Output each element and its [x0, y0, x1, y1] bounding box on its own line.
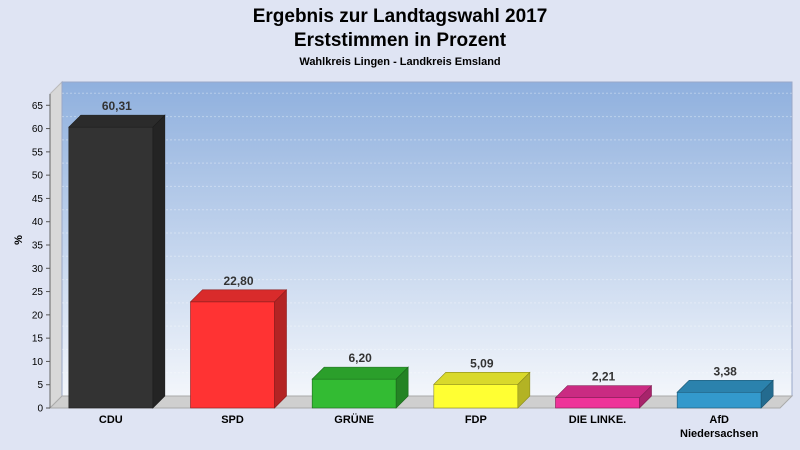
- bar-front: [433, 383, 519, 409]
- y-tick-label: 55: [32, 147, 44, 158]
- bar-side: [152, 114, 166, 409]
- plot-area: [48, 80, 794, 410]
- category-label: FDP: [465, 414, 487, 426]
- y-tick-label: 15: [32, 334, 44, 345]
- y-tick-label: 25: [32, 287, 44, 298]
- bar-front: [555, 397, 640, 409]
- y-tick-label: 35: [32, 241, 44, 252]
- bar-2: [189, 289, 288, 409]
- category-label: DIE LINKE.: [569, 414, 626, 426]
- category-label: Niedersachsen: [680, 428, 759, 440]
- bar-4: [433, 371, 531, 409]
- y-tick-label: 60: [32, 124, 44, 135]
- chart-title: Ergebnis zur Landtagswahl 2017: [253, 6, 548, 27]
- y-tick-label: 45: [32, 194, 44, 205]
- bar-side: [274, 289, 287, 409]
- bar-1: [68, 114, 166, 409]
- bar-front: [311, 378, 397, 409]
- category-label: CDU: [99, 414, 123, 426]
- data-label: 2,21: [592, 370, 616, 384]
- bar-top: [554, 385, 653, 399]
- data-label: 22,80: [223, 274, 253, 288]
- bar-front: [190, 301, 275, 409]
- y-tick-label: 50: [32, 171, 44, 182]
- category-label: AfD: [709, 414, 729, 426]
- bar-top: [68, 114, 166, 128]
- category-label: GRÜNE: [334, 413, 374, 426]
- plot-back-wall: [61, 81, 793, 397]
- bar-5: [554, 384, 653, 409]
- bars: [68, 114, 774, 409]
- y-tick-label: 10: [32, 357, 44, 368]
- y-tick-label: 40: [32, 217, 44, 228]
- bar-top: [189, 289, 288, 303]
- bar-top: [433, 371, 531, 385]
- category-label: SPD: [221, 414, 244, 426]
- chart-title-line2: Erststimmen in Prozent: [294, 30, 507, 51]
- data-label: 5,09: [470, 356, 494, 370]
- bar-top: [676, 379, 774, 393]
- data-label: 6,20: [348, 351, 372, 365]
- y-tick-label: 20: [32, 310, 44, 321]
- bar-front: [676, 391, 762, 409]
- chart-subtitle: Wahlkreis Lingen - Landkreis Emsland: [299, 56, 500, 68]
- bar-3: [311, 366, 409, 409]
- data-label: 60,31: [102, 99, 132, 113]
- y-tick-label: 30: [32, 264, 44, 275]
- y-tick-label: 0: [37, 404, 43, 415]
- labels: 60,31 CDU 22,80 SPD 6,20 GRÜNE 5,09 FDP 2,21 DIE …: [99, 99, 759, 440]
- y-tick-label: 65: [32, 101, 44, 112]
- y-axis: 0 5 10 15 20 25 30 35 40 45 50 55 60 65: [32, 94, 51, 415]
- y-tick-label: 5: [37, 380, 43, 391]
- data-label: 3,38: [713, 364, 737, 378]
- y-axis-label: %: [13, 235, 25, 245]
- bar-front: [68, 126, 154, 409]
- bar-top: [311, 366, 409, 380]
- plot-left-wall: [49, 80, 63, 410]
- bar-6: [676, 379, 774, 409]
